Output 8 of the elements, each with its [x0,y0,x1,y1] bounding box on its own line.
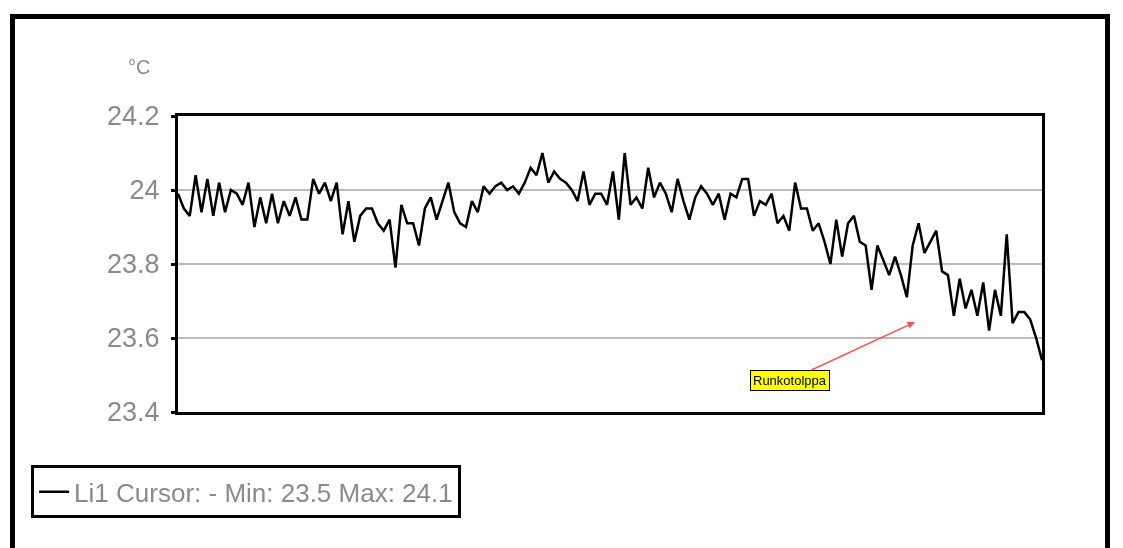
legend-label: Li1 Cursor: - Min: 23.5 Max: 24.1 [74,477,453,508]
y-axis-title: °C [128,56,151,78]
y-tick-label: 23.4 [107,397,160,428]
y-tick-label: 23.8 [107,249,160,280]
y-tick-label: 24.2 [107,101,160,132]
annotation: Runkotolppa [753,373,827,388]
y-tick-label: 24 [129,175,160,206]
y-tick-label: 23.6 [107,323,160,354]
